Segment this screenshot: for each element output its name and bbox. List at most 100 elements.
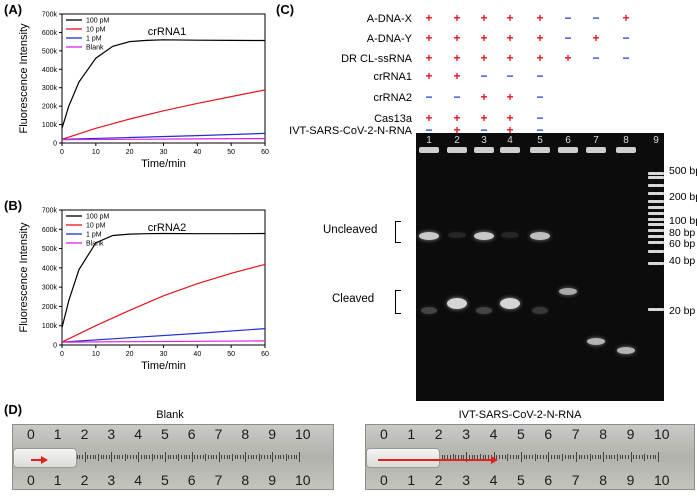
- ruler-tick: [130, 455, 132, 459]
- plus-mark: +: [536, 31, 544, 45]
- x-tick-label: 10: [92, 149, 100, 156]
- ruler-number: 9: [626, 472, 635, 488]
- ruler-number: 10: [295, 472, 311, 488]
- ruler-tick: [293, 455, 295, 459]
- ruler-number: 6: [544, 426, 553, 442]
- ruler-tick: [207, 455, 209, 459]
- minus-mark: −: [536, 111, 544, 125]
- x-tick-label: 40: [193, 351, 201, 358]
- ruler-tick: [138, 452, 140, 462]
- ruler-tick: [116, 455, 118, 459]
- ruler-number: 9: [268, 472, 276, 488]
- cleaved-band: [500, 298, 520, 309]
- legend-label: 10 pM: [86, 27, 106, 34]
- table-row-label: A-DNA-Y: [366, 33, 412, 45]
- ruler-tick: [156, 455, 158, 459]
- migration-arrow: [378, 459, 493, 461]
- lane-number: 1: [426, 135, 432, 146]
- ruler-tick: [542, 455, 544, 459]
- ruler-tick: [573, 455, 575, 459]
- chart-crrna2: 0 10 20 30 40 50 60 0 100k 200k 300k 400k 500k 600k 70…: [18, 208, 269, 373]
- ruler-tick: [526, 455, 528, 459]
- ruler-tick: [288, 455, 290, 459]
- y-tick-label: 100k: [42, 122, 58, 129]
- ruler-tick: [608, 455, 610, 459]
- y-tick-label: 500k: [42, 48, 58, 55]
- y-tick-label: 400k: [42, 67, 58, 74]
- y-tick-label: 700k: [42, 208, 58, 215]
- ruler-tick: [441, 455, 443, 459]
- ladder-band: [648, 206, 664, 209]
- ruler-tick: [562, 453, 564, 461]
- gel-well: [500, 147, 520, 153]
- ruler-tick: [641, 455, 643, 459]
- ruler-number: 10: [295, 426, 311, 442]
- ruler-number: 3: [107, 426, 116, 442]
- x-tick-label: 40: [193, 149, 201, 156]
- table-row-label: crRNA2: [373, 92, 412, 104]
- ruler-ivt: 0 0 1 1 2 2 3 3 4 4 5 5 6 6 7 7 8 8 9 9 10 10: [365, 424, 695, 490]
- plus-mark: +: [536, 51, 544, 65]
- x-tick-label: 50: [227, 149, 235, 156]
- uncleaved-bracket: [395, 221, 401, 243]
- ruler-tick: [79, 455, 81, 459]
- ruler-tick: [282, 455, 284, 459]
- ruler-tick: [191, 452, 193, 462]
- ruler-number: 1: [53, 472, 62, 488]
- legend-label: Blank: [86, 45, 104, 52]
- ruler-tick: [98, 453, 99, 461]
- ruler-number: 4: [489, 472, 498, 488]
- ruler-tick: [84, 452, 86, 462]
- minus-mark: −: [592, 51, 600, 65]
- ruler-tick: [584, 455, 586, 459]
- ruler-tick: [218, 452, 220, 462]
- ruler-tick: [92, 455, 94, 459]
- plus-mark: +: [480, 111, 488, 125]
- x-tick-label: 0: [60, 351, 64, 358]
- ruler-tick: [447, 455, 449, 459]
- ruler-tick: [627, 455, 629, 459]
- ruler-tick: [274, 455, 276, 459]
- ruler-tick: [537, 455, 539, 459]
- plus-mark: +: [622, 11, 630, 25]
- ruler-number: 5: [517, 426, 525, 442]
- ruler-tick: [559, 455, 561, 459]
- lane-number: 8: [623, 135, 629, 146]
- ruler-tick: [468, 455, 470, 459]
- ruler-tick: [540, 455, 542, 459]
- ladder-band: [648, 176, 664, 179]
- lane-number: 3: [481, 135, 487, 146]
- ruler-tick: [234, 455, 236, 459]
- ruler-tick: [87, 455, 89, 459]
- ruler-tick: [564, 455, 566, 459]
- ruler-tick: [132, 455, 134, 459]
- y-tick-label: 300k: [42, 285, 58, 292]
- ruler-tick: [261, 455, 263, 459]
- plus-mark: +: [480, 90, 488, 104]
- panel-label-c: (C): [276, 2, 295, 17]
- ruler-tick: [296, 455, 298, 459]
- ladder-band: [648, 308, 664, 311]
- ruler-tick: [215, 455, 217, 459]
- minus-mark: −: [536, 90, 544, 104]
- uncleaved-band-faint: [448, 232, 466, 238]
- plus-mark: +: [480, 11, 488, 25]
- gel-well: [616, 147, 636, 153]
- ruler-tick: [605, 455, 607, 459]
- ruler-tick: [636, 455, 638, 459]
- x-tick-label: 0: [60, 149, 64, 156]
- ruler-tick: [256, 455, 258, 459]
- ruler-tick: [135, 455, 137, 459]
- ruler-tick: [466, 452, 468, 462]
- y-tick-label: 600k: [42, 30, 58, 37]
- ruler-tick: [644, 453, 646, 461]
- y-tick-label: 200k: [42, 304, 58, 311]
- uncleaved-band: [419, 232, 439, 240]
- ladder-band: [648, 235, 664, 238]
- ruler-tick: [529, 455, 531, 459]
- arrow-head-icon: [491, 456, 498, 464]
- x-tick-label: 10: [92, 351, 100, 358]
- ruler-tick: [148, 455, 150, 459]
- ruler-tick: [449, 455, 451, 459]
- ruler-tick: [638, 455, 640, 459]
